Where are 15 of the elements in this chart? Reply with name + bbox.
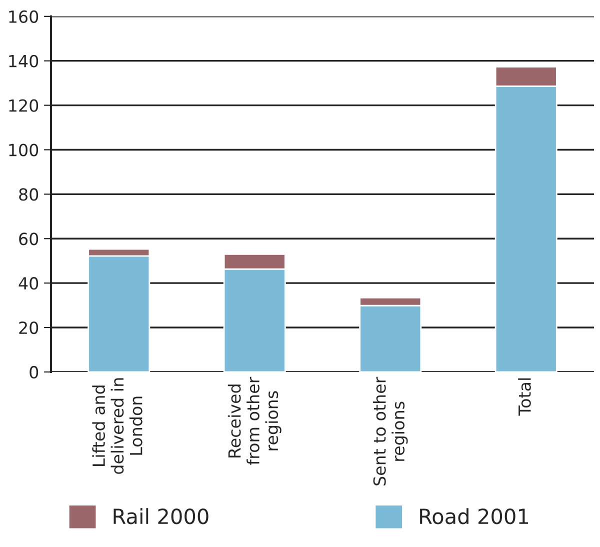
y-tick-label: 80 <box>19 188 38 201</box>
y-tick-label: 40 <box>18 277 38 290</box>
y-tick-label: 160 <box>9 10 38 23</box>
y-tick-label: 120 <box>9 99 38 112</box>
y-tick-label: 0 <box>30 366 38 379</box>
x-tick-label: Received from other regions <box>228 376 282 465</box>
legend-label: Rail 2000 <box>114 508 208 524</box>
legend-label: Road 2001 <box>420 508 528 524</box>
x-tick-label: Sent to other regions <box>372 376 408 486</box>
y-tick-label: 20 <box>19 321 38 334</box>
x-tick-label: Lifted and delivered in London <box>92 378 142 474</box>
y-tick-label: 140 <box>9 54 38 68</box>
y-tick-label: 60 <box>19 232 38 246</box>
x-tick-label: Total <box>518 378 531 416</box>
y-tick-label: 100 <box>9 144 38 156</box>
